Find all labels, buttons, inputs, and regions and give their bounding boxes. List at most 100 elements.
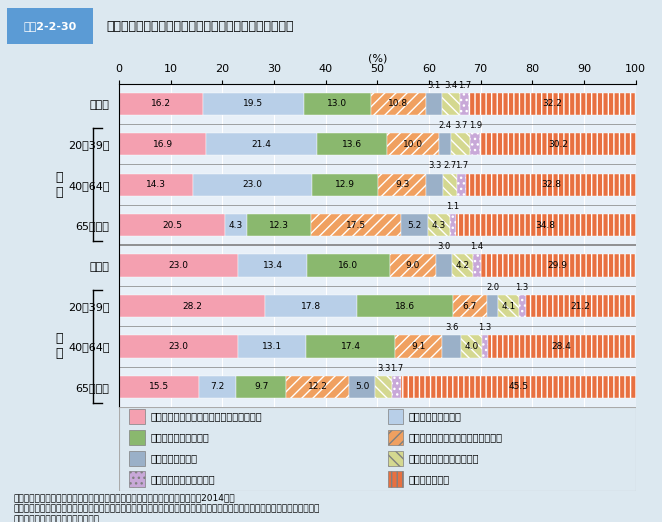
Bar: [357, 295, 453, 317]
Bar: [350, 376, 375, 398]
Text: 17.4: 17.4: [340, 342, 361, 351]
Text: 2.7: 2.7: [444, 161, 457, 171]
Bar: [487, 295, 498, 317]
Bar: [473, 254, 481, 277]
Bar: [461, 335, 482, 358]
Text: 21.4: 21.4: [252, 140, 271, 149]
FancyBboxPatch shape: [130, 471, 145, 487]
Bar: [460, 92, 469, 115]
Text: 10.0: 10.0: [403, 140, 423, 149]
Text: 34.8: 34.8: [536, 221, 555, 230]
X-axis label: (%): (%): [367, 54, 387, 64]
Bar: [193, 173, 312, 196]
Text: 7.2: 7.2: [211, 383, 225, 392]
Text: 資料：厚生労働省政策統括官付政策評価官室委託「健康意識に関する調査」（2014年）: 資料：厚生労働省政策統括官付政策評価官室委託「健康意識に関する調査」（2014年…: [13, 494, 235, 503]
Text: 9.3: 9.3: [395, 180, 410, 189]
Bar: [470, 133, 480, 156]
Bar: [481, 254, 635, 277]
Bar: [456, 214, 636, 236]
Text: 図表2-2-30: 図表2-2-30: [23, 21, 76, 31]
Bar: [457, 173, 466, 196]
Text: 12.2: 12.2: [308, 383, 328, 392]
Bar: [489, 335, 635, 358]
Text: 23.0: 23.0: [169, 342, 189, 351]
Bar: [247, 214, 310, 236]
Bar: [119, 92, 203, 115]
Text: （注）：健康のために「気をつけているが特に何かをやっているわけではない」又は「特に意識しておらず具体的には何も行っ: （注）：健康のために「気をつけているが特に何かをやっているわけではない」又は「特…: [13, 505, 320, 514]
Text: 17.8: 17.8: [301, 302, 321, 311]
FancyBboxPatch shape: [388, 450, 403, 466]
Text: 28.2: 28.2: [182, 302, 202, 311]
Text: 5.0: 5.0: [355, 383, 369, 392]
Text: 3.3: 3.3: [428, 161, 442, 171]
Text: 16.2: 16.2: [151, 99, 171, 108]
Text: 32.8: 32.8: [541, 180, 561, 189]
Text: 一緒にやる仲間がいない: 一緒にやる仲間がいない: [150, 474, 214, 484]
Bar: [439, 133, 451, 156]
Text: 13.4: 13.4: [263, 261, 283, 270]
Text: 9.0: 9.0: [406, 261, 420, 270]
Text: 9.1: 9.1: [412, 342, 426, 351]
Bar: [451, 254, 473, 277]
Text: 5.2: 5.2: [407, 221, 422, 230]
Bar: [119, 254, 238, 277]
Bar: [317, 133, 387, 156]
FancyBboxPatch shape: [388, 430, 403, 445]
Bar: [119, 133, 207, 156]
Bar: [498, 295, 519, 317]
Text: 女
性: 女 性: [55, 333, 63, 361]
Text: 何をどのようにやったらよいかわからない: 何をどのようにやったらよいかわからない: [150, 411, 261, 421]
Text: 23.0: 23.0: [242, 180, 262, 189]
Text: 1.4: 1.4: [471, 242, 483, 252]
Text: 45.5: 45.5: [508, 383, 528, 392]
Text: 4.1: 4.1: [501, 302, 515, 311]
Text: 13.1: 13.1: [261, 342, 282, 351]
Text: 13.6: 13.6: [342, 140, 362, 149]
Text: 6.7: 6.7: [463, 302, 477, 311]
Text: 健康上の理由からやれない: 健康上の理由からやれない: [408, 453, 479, 463]
Text: 1.7: 1.7: [455, 161, 469, 171]
Bar: [526, 295, 635, 317]
Text: 30.2: 30.2: [548, 140, 568, 149]
Bar: [307, 254, 390, 277]
Bar: [119, 214, 225, 236]
Text: 15.5: 15.5: [149, 383, 169, 392]
Bar: [393, 376, 401, 398]
Text: 21.2: 21.2: [571, 302, 591, 311]
Text: 17.5: 17.5: [346, 221, 366, 230]
Bar: [451, 133, 470, 156]
Text: 健康のために特に何も行っていない理由（年代・性別）: 健康のために特に何も行っていない理由（年代・性別）: [106, 20, 293, 32]
Text: 12.9: 12.9: [335, 180, 355, 189]
Text: 2.4: 2.4: [438, 121, 451, 130]
Text: 4.0: 4.0: [464, 342, 479, 351]
Text: ていない」人を対象にした質問: ていない」人を対象にした質問: [13, 516, 99, 522]
Bar: [453, 295, 487, 317]
Text: 4.2: 4.2: [455, 261, 469, 270]
Text: 19.5: 19.5: [243, 99, 263, 108]
Bar: [119, 173, 193, 196]
FancyBboxPatch shape: [7, 8, 93, 44]
Bar: [203, 92, 303, 115]
Text: 3.1: 3.1: [428, 80, 441, 90]
Text: 29.9: 29.9: [548, 261, 568, 270]
Text: 3.6: 3.6: [445, 323, 458, 333]
Bar: [306, 335, 395, 358]
Text: 9.7: 9.7: [254, 383, 269, 392]
Bar: [207, 133, 317, 156]
Bar: [119, 295, 265, 317]
Text: 3.7: 3.7: [454, 121, 467, 130]
Text: 1.3: 1.3: [516, 283, 529, 292]
Bar: [238, 254, 307, 277]
Bar: [375, 376, 393, 398]
Bar: [482, 335, 489, 358]
Text: 1.9: 1.9: [469, 121, 482, 130]
Text: 28.4: 28.4: [551, 342, 571, 351]
Bar: [401, 376, 636, 398]
Bar: [303, 92, 371, 115]
Text: 10.8: 10.8: [389, 99, 408, 108]
Text: 経済的なゆとりがない: 経済的なゆとりがない: [150, 432, 209, 442]
Text: 13.0: 13.0: [327, 99, 347, 108]
FancyBboxPatch shape: [388, 471, 403, 487]
Text: 2.0: 2.0: [486, 283, 499, 292]
Bar: [480, 133, 636, 156]
